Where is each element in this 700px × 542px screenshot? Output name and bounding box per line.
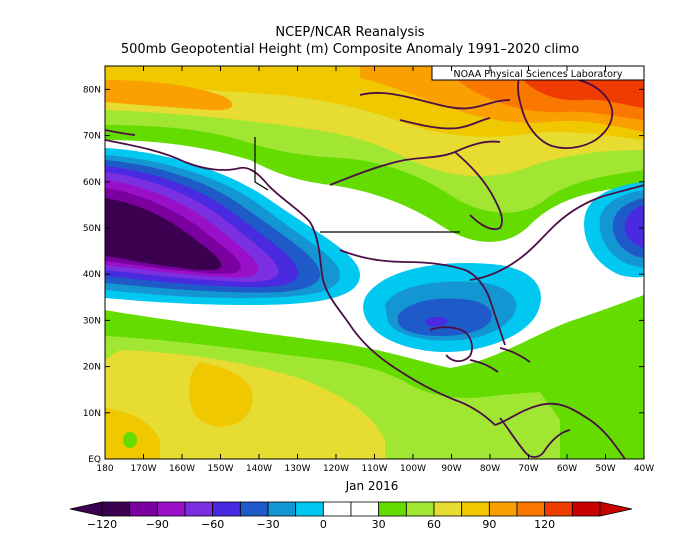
colorbar-segment bbox=[350, 501, 380, 517]
lat-tick-label: 70N bbox=[83, 132, 101, 142]
lon-tick-label: 60W bbox=[557, 464, 577, 474]
lat-tick-label: 10N bbox=[83, 409, 101, 419]
negative-anomaly-atlantic-core bbox=[624, 205, 644, 248]
lon-tick-label: 80W bbox=[480, 464, 500, 474]
atlantic-coast bbox=[469, 184, 644, 281]
colorbar-segment bbox=[433, 501, 463, 517]
siberia-coast bbox=[105, 129, 136, 136]
lon-tick-label: 170W bbox=[130, 464, 156, 474]
arctic-islands-2 bbox=[399, 117, 491, 130]
lon-tick-label: 160W bbox=[169, 464, 195, 474]
political-borders bbox=[254, 137, 460, 233]
colorbar-label: −30 bbox=[256, 518, 279, 531]
greenland bbox=[517, 72, 614, 149]
negative-anomaly-gulf-core bbox=[425, 317, 448, 327]
us-border-west bbox=[339, 249, 506, 346]
caribbean-islands bbox=[499, 347, 531, 363]
longitude-axis: 180 170W 160W 150W 140W 130W 120W 110W 100W 90W 80… bbox=[96, 66, 654, 474]
colorbar-label: 120 bbox=[534, 518, 555, 531]
colorbar-segment bbox=[571, 501, 601, 517]
colorbar: −120 −90 −60 −30 0 30 60 90 120 bbox=[69, 501, 633, 531]
colorbar-segment bbox=[405, 501, 435, 517]
colorbar-segment bbox=[544, 501, 573, 517]
lon-tick-label: 180 bbox=[96, 464, 113, 474]
south-america-coast bbox=[494, 402, 626, 459]
colorbar-segment bbox=[461, 501, 490, 517]
colorbar-segment bbox=[212, 501, 241, 517]
colorbar-label: −120 bbox=[87, 518, 117, 531]
colorbar-segment bbox=[267, 501, 297, 517]
colorbar-segment bbox=[156, 501, 186, 517]
cuba bbox=[469, 359, 499, 373]
coastlines bbox=[105, 72, 644, 459]
colorbar-high-arrow bbox=[599, 501, 633, 517]
latitude-axis: EQ 10N 20N 30N 40N 50N 60N 70N 80N bbox=[83, 85, 644, 465]
lon-tick-label: 70W bbox=[518, 464, 538, 474]
colorbar-low-arrow bbox=[69, 501, 103, 517]
colorbar-label: −60 bbox=[201, 518, 224, 531]
alaska-canada-border bbox=[254, 137, 269, 191]
colorbar-segment bbox=[378, 501, 407, 517]
lon-tick-label: 100W bbox=[400, 464, 426, 474]
negative-anomaly-pacific-core bbox=[105, 198, 222, 271]
positive-anomaly-alaska-core bbox=[105, 80, 233, 111]
colorbar-segment bbox=[239, 501, 269, 517]
lat-tick-label: EQ bbox=[88, 455, 101, 465]
colorbar-segment bbox=[322, 501, 352, 517]
gulf-coast bbox=[429, 326, 473, 363]
small-green-blob bbox=[123, 432, 137, 448]
lat-tick-label: 60N bbox=[83, 178, 101, 188]
canada-north bbox=[329, 140, 501, 186]
date-label: Jan 2016 bbox=[345, 479, 399, 493]
lon-tick-label: 110W bbox=[361, 464, 387, 474]
lon-tick-label: 130W bbox=[284, 464, 310, 474]
pacific-coast bbox=[105, 139, 496, 426]
lon-tick-label: 40W bbox=[634, 464, 654, 474]
lat-tick-label: 50N bbox=[83, 224, 101, 234]
title-line-1: NCEP/NCAR Reanalysis bbox=[275, 25, 425, 40]
lon-tick-label: 150W bbox=[207, 464, 233, 474]
colorbar-segment bbox=[516, 501, 546, 517]
colorbar-label: 0 bbox=[320, 518, 327, 531]
lat-tick-label: 40N bbox=[83, 270, 101, 280]
lon-tick-label: 140W bbox=[246, 464, 272, 474]
credit-box bbox=[431, 65, 645, 81]
lat-tick-label: 20N bbox=[83, 363, 101, 373]
colombia-coast bbox=[499, 417, 571, 458]
hudson-bay bbox=[454, 151, 503, 230]
lat-tick-label: 80N bbox=[83, 85, 101, 95]
colorbar-segment bbox=[184, 501, 214, 517]
colorbar-label: 90 bbox=[482, 518, 496, 531]
anomaly-field bbox=[105, 66, 644, 459]
negative-anomaly-gulf-3 bbox=[398, 298, 492, 336]
colorbar-label: −90 bbox=[146, 518, 169, 531]
positive-anomaly-core-south bbox=[188, 362, 253, 427]
lat-tick-label: 30N bbox=[83, 316, 101, 326]
colorbar-segment bbox=[129, 501, 158, 517]
colorbar-label: 60 bbox=[427, 518, 441, 531]
lon-tick-label: 50W bbox=[595, 464, 615, 474]
colorbar-label: 30 bbox=[372, 518, 386, 531]
arctic-islands-1 bbox=[359, 92, 511, 110]
colorbar-segment bbox=[295, 501, 324, 517]
lon-tick-label: 120W bbox=[323, 464, 349, 474]
lon-tick-label: 90W bbox=[441, 464, 461, 474]
credit-text: NOAA Physical Sciences Laboratory bbox=[454, 69, 623, 80]
title-line-2: 500mb Geopotential Height (m) Composite … bbox=[120, 42, 580, 57]
colorbar-segment bbox=[488, 501, 518, 517]
colorbar-segment bbox=[101, 501, 131, 517]
